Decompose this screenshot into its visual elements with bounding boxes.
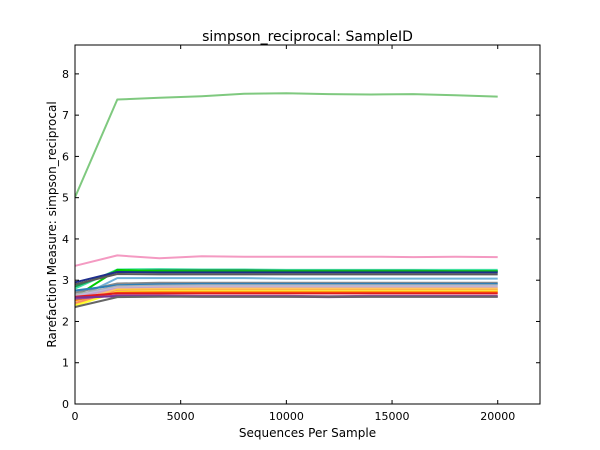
x-tick-label: 5000 bbox=[167, 410, 195, 423]
plot-frame bbox=[74, 44, 541, 405]
series-line-17 bbox=[75, 291, 498, 301]
chart-title: simpson_reciprocal: SampleID bbox=[202, 29, 413, 45]
plot-lines bbox=[74, 92, 498, 308]
x-tick-label: 10000 bbox=[269, 410, 304, 423]
x-axis-label: Sequences Per Sample bbox=[239, 426, 376, 440]
y-tick-label: 4 bbox=[62, 233, 69, 246]
y-tick-label: 7 bbox=[62, 109, 69, 122]
y-tick-label: 0 bbox=[62, 398, 69, 411]
y-axis-label: Rarefaction Measure: simpson_reciprocal bbox=[45, 101, 59, 347]
series-line-18 bbox=[75, 292, 498, 298]
y-tick-label: 3 bbox=[62, 274, 69, 287]
x-tick-label: 0 bbox=[72, 410, 79, 423]
series-line-0 bbox=[74, 92, 498, 198]
y-tick-label: 1 bbox=[62, 357, 69, 370]
x-tick-label: 15000 bbox=[375, 410, 410, 423]
series-line-21 bbox=[74, 295, 498, 308]
series-line-9 bbox=[75, 282, 498, 292]
y-axis: 0 1 2 3 4 5 6 7 8 bbox=[62, 68, 540, 411]
y-tick-label: 5 bbox=[62, 192, 69, 205]
series-line-8 bbox=[74, 281, 498, 294]
x-tick-label: 20000 bbox=[480, 410, 515, 423]
series-line-7 bbox=[74, 277, 498, 300]
series-line-6 bbox=[74, 273, 498, 286]
series-line-1 bbox=[74, 254, 498, 267]
x-axis: 0 5000 10000 15000 20000 bbox=[72, 45, 515, 423]
y-tick-label: 6 bbox=[62, 150, 69, 163]
y-tick-label: 8 bbox=[62, 68, 69, 81]
y-tick-label: 2 bbox=[62, 315, 69, 328]
series-line-5 bbox=[74, 271, 498, 284]
series-line-10 bbox=[75, 284, 498, 296]
